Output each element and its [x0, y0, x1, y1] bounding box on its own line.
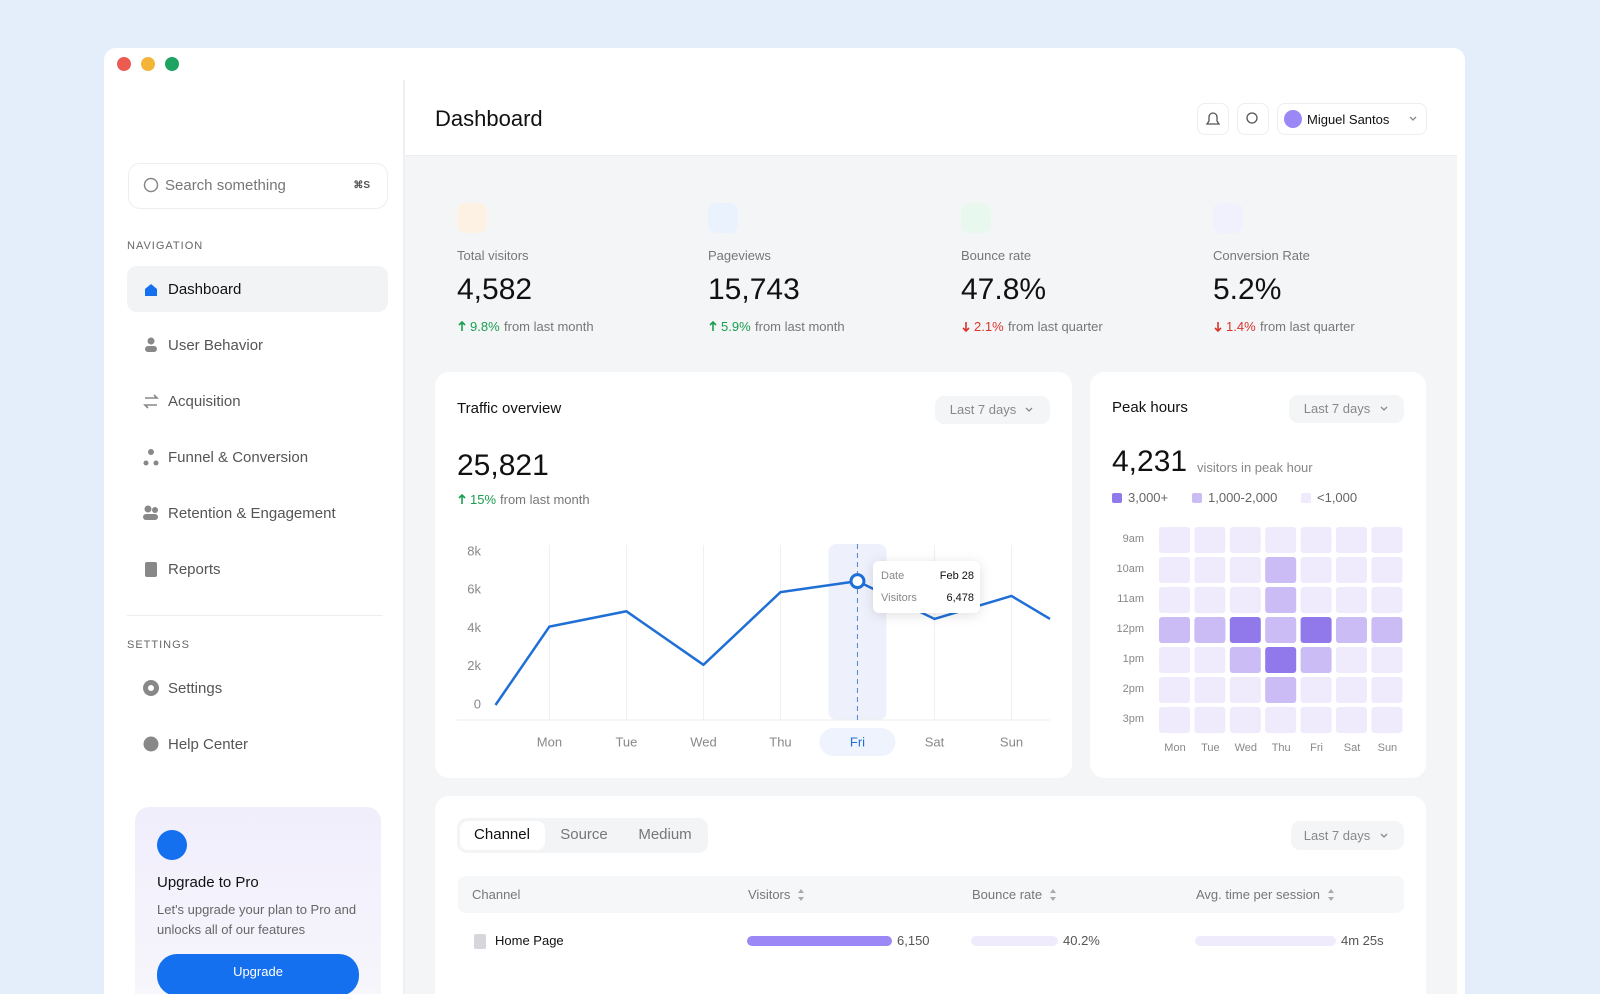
nav-item[interactable]: Retention & Engagement [168, 505, 336, 522]
visitors-bar [747, 936, 892, 946]
tab[interactable]: Medium [638, 826, 692, 843]
stat-period: from last quarter [1008, 319, 1103, 335]
upgrade-button[interactable] [157, 954, 359, 994]
stat-label: Total visitors [457, 248, 529, 264]
stat-label: Pageviews [708, 248, 771, 264]
search-placeholder: Search something [165, 177, 286, 194]
legend-label: <1,000 [1317, 490, 1358, 506]
row-label: 3pm [1122, 713, 1144, 726]
user-name: Miguel Santos [1307, 112, 1390, 128]
column-header[interactable]: Visitors [748, 887, 791, 903]
bell-button[interactable] [1197, 103, 1229, 135]
stat-label: Conversion Rate [1213, 248, 1310, 264]
stat-change: 1.4% [1226, 319, 1256, 335]
stat-icon [708, 203, 738, 233]
stat-value: 47.8% [961, 273, 1047, 306]
nav-item[interactable]: User Behavior [168, 337, 264, 354]
nav-active-bg [127, 266, 388, 312]
settings-item[interactable]: Help Center [168, 736, 249, 753]
tab[interactable]: Channel [474, 826, 530, 843]
range-label[interactable]: Last 7 days [1303, 828, 1371, 844]
column-header[interactable]: Avg. time per session [1196, 887, 1321, 903]
row-label: 10am [1116, 563, 1144, 576]
traffic-period: from last month [500, 492, 590, 508]
range-label[interactable]: Last 7 days [1303, 401, 1371, 417]
nav-item[interactable]: Funnel & Conversion [168, 449, 309, 466]
nav-heading: NAVIGATION [127, 240, 204, 253]
page-icon [474, 934, 486, 949]
stat-change: 5.9% [721, 319, 751, 335]
nav-item[interactable]: Reports [168, 561, 221, 578]
stat-change: 9.8% [470, 319, 500, 335]
traffic-change: 15% [470, 492, 497, 508]
stat-value: 5.2% [1213, 273, 1282, 306]
table-cell: 4m 25s [1341, 933, 1384, 949]
divider [127, 615, 383, 616]
header-bar [405, 80, 1457, 156]
upgrade-button-label[interactable]: Upgrade [233, 964, 283, 980]
stat-change: 2.1% [974, 319, 1004, 335]
upgrade-text: Let's upgrade your plan to Pro and unloc… [157, 902, 357, 937]
table-cell: Home Page [495, 933, 564, 949]
stat-label: Bounce rate [961, 248, 1032, 264]
page-title: Dashboard [435, 105, 543, 131]
table-cell: 40.2% [1063, 933, 1100, 949]
legend-label: 3,000+ [1128, 490, 1169, 506]
active-tab[interactable] [460, 821, 545, 850]
row-label: 11am [1117, 593, 1144, 606]
upgrade-title: Upgrade to Pro [157, 874, 259, 891]
user-menu[interactable] [1277, 103, 1427, 135]
search-button[interactable] [1237, 103, 1269, 135]
sidebar-border [403, 80, 405, 994]
time-bar [1195, 936, 1336, 946]
column-label: Fri [1310, 742, 1324, 755]
stat-icon [1213, 203, 1243, 233]
legend-label: 1,000-2,000 [1208, 490, 1278, 506]
column-label: Wed [1234, 742, 1258, 755]
avatar [1284, 110, 1302, 128]
stat-icon [961, 203, 991, 233]
stat-period: from last quarter [1260, 319, 1355, 335]
column-label: Tue [1201, 742, 1220, 755]
nav-item[interactable]: Acquisition [168, 393, 241, 410]
table-header-bg [458, 876, 1404, 913]
shortcut: ⌘S [353, 180, 370, 191]
row-label: 2pm [1122, 683, 1144, 696]
traffic-total: 25,821 [457, 449, 549, 482]
range-label[interactable]: Last 7 days [949, 402, 1017, 418]
table-cell: 6,150 [897, 933, 930, 949]
settings-heading: SETTINGS [127, 639, 191, 652]
row-label: 9am [1122, 533, 1144, 546]
settings-item[interactable]: Settings [168, 680, 223, 697]
column-label: Thu [1271, 742, 1291, 755]
column-header: Channel [472, 887, 521, 903]
bounce-bar [971, 936, 1058, 946]
stat-period: from last month [504, 319, 594, 335]
column-label: Mon [1164, 742, 1186, 755]
row-label: 1pm [1122, 653, 1144, 666]
stat-value: 15,743 [708, 273, 800, 306]
stat-period: from last month [755, 319, 845, 335]
card-title: Traffic overview [457, 400, 562, 417]
column-label: Sun [1377, 742, 1398, 755]
card-title: Peak hours [1112, 399, 1188, 416]
peak-value: 4,231 [1112, 445, 1188, 478]
tab[interactable]: Source [560, 826, 608, 843]
column-label: Sat [1343, 742, 1361, 755]
stat-icon [457, 203, 487, 233]
upgrade-icon [157, 830, 187, 860]
nav-item[interactable]: Dashboard [168, 281, 242, 298]
stat-value: 4,582 [457, 273, 533, 306]
row-label: 12pm [1116, 623, 1144, 636]
column-header[interactable]: Bounce rate [972, 887, 1043, 903]
peak-caption: visitors in peak hour [1197, 460, 1313, 476]
search-box[interactable] [128, 163, 388, 209]
